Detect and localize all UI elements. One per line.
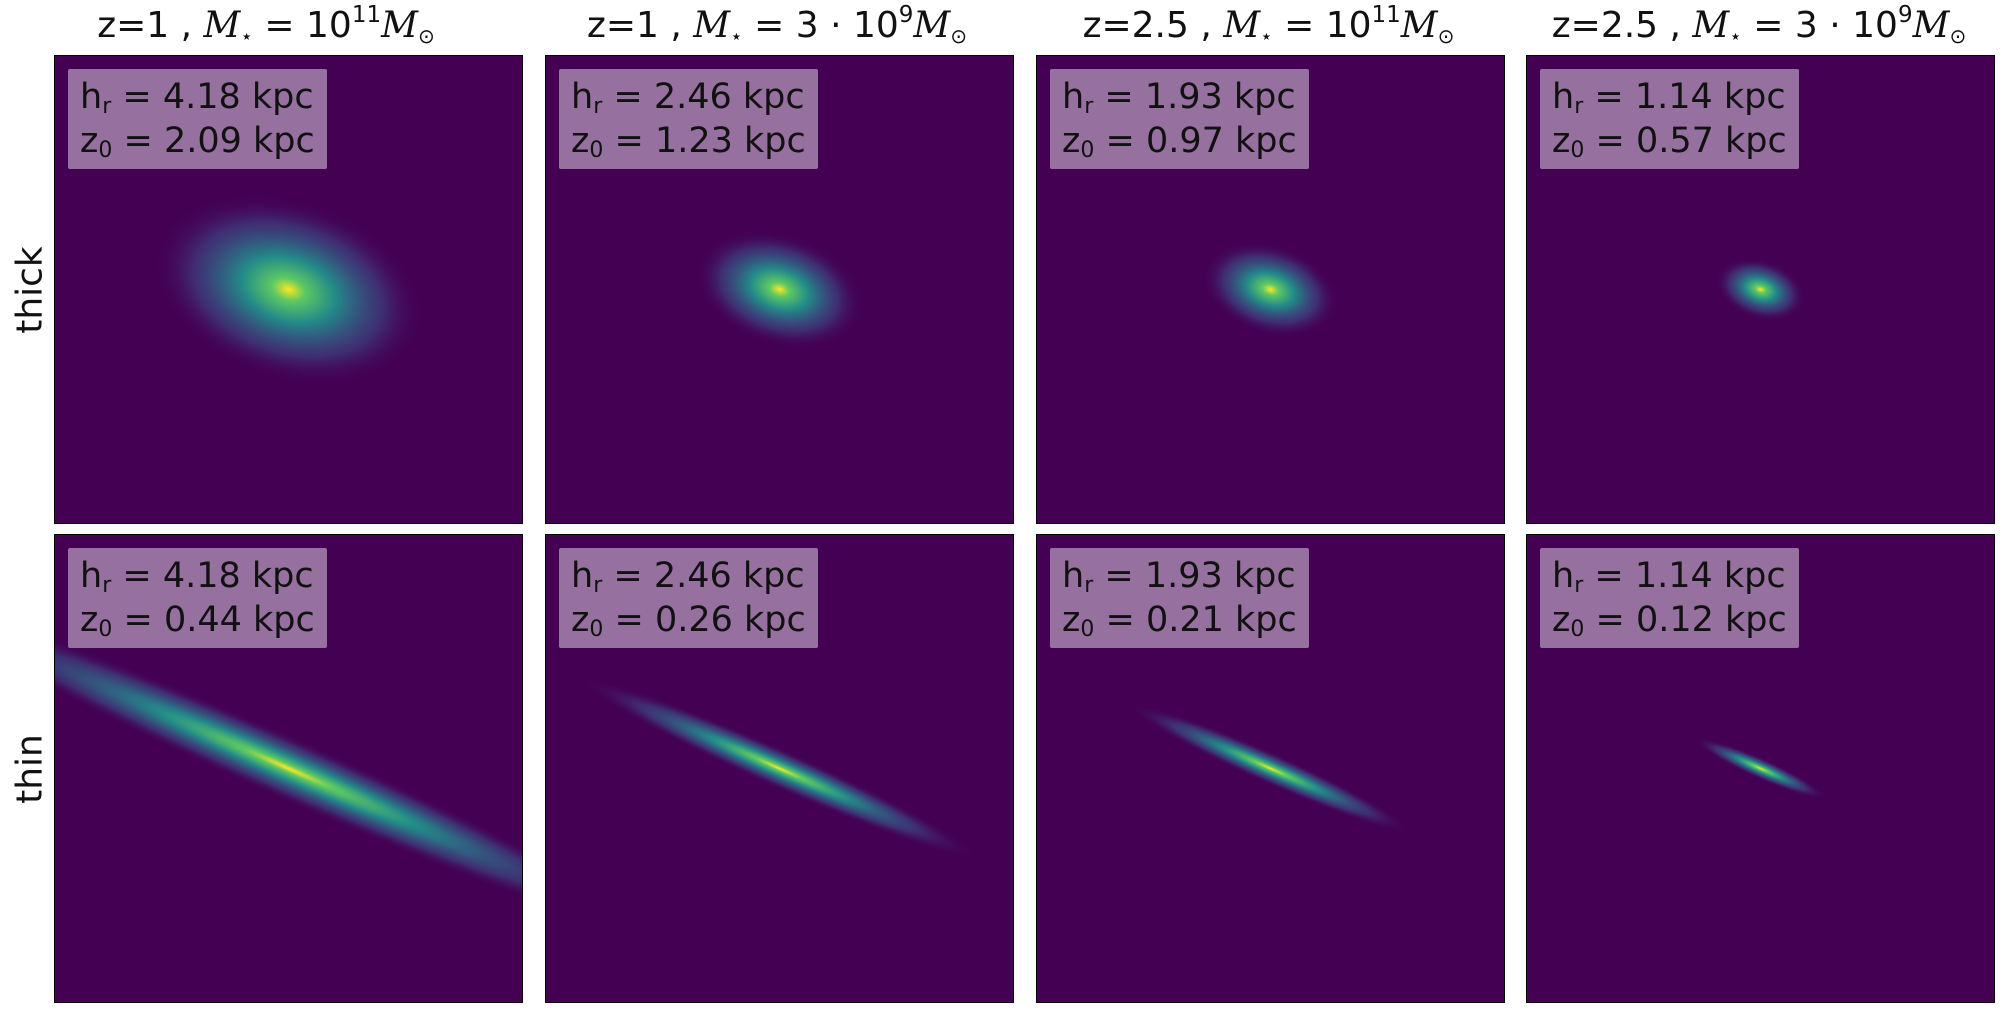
galaxy-image-panel: hr = 1.14 kpc z0 = 0.12 kpc xyxy=(1526,534,1995,1003)
row-label-thin: thin xyxy=(9,733,51,804)
galaxy-image-panel: hr = 1.14 kpc z0 = 0.57 kpc xyxy=(1526,55,1995,524)
galaxy-image xyxy=(695,230,864,349)
galaxy-image-panel: hr = 2.46 kpc z0 = 0.26 kpc xyxy=(545,534,1014,1003)
parameter-box: hr = 1.14 kpc z0 = 0.12 kpc xyxy=(1540,548,1799,648)
galaxy-image xyxy=(1695,738,1826,799)
scale-height-line: z0 = 0.21 kpc xyxy=(1062,600,1297,642)
scale-length-line: hr = 4.18 kpc xyxy=(80,556,314,598)
scale-height-value: 0.57 kpc xyxy=(1635,121,1787,161)
scale-height-value: 0.21 kpc xyxy=(1145,600,1297,640)
galaxy-image xyxy=(581,678,978,859)
row-label-thick: thick xyxy=(9,245,51,334)
galaxy-blob xyxy=(1203,241,1338,338)
scale-height-value: 0.26 kpc xyxy=(654,600,806,640)
parameter-box: hr = 1.93 kpc z0 = 0.21 kpc xyxy=(1050,548,1309,648)
scale-height-value: 0.12 kpc xyxy=(1635,600,1787,640)
galaxy-image-panel: hr = 4.18 kpc z0 = 2.09 kpc xyxy=(54,55,523,524)
parameter-box: hr = 2.46 kpc z0 = 1.23 kpc xyxy=(559,69,818,169)
galaxy-blob xyxy=(153,194,424,385)
galaxy-blob xyxy=(1129,704,1412,833)
scale-height-line: z0 = 2.09 kpc xyxy=(80,121,315,163)
scale-length-line: hr = 1.14 kpc xyxy=(1552,556,1786,598)
galaxy-blob xyxy=(695,230,864,349)
scale-length-value: 4.18 kpc xyxy=(162,77,314,117)
galaxy-blob xyxy=(581,678,978,859)
galaxy-blob xyxy=(1695,738,1826,799)
scale-length-line: hr = 1.93 kpc xyxy=(1062,77,1296,119)
column-title: z=1 , M⋆ = 1011M⊙ xyxy=(97,2,435,48)
galaxy-image-panel: hr = 2.46 kpc z0 = 1.23 kpc xyxy=(545,55,1014,524)
galaxy-blob xyxy=(1715,258,1806,321)
scale-length-value: 1.14 kpc xyxy=(1634,77,1786,117)
scale-height-line: z0 = 0.26 kpc xyxy=(571,600,806,642)
galaxy-image-panel: hr = 1.93 kpc z0 = 0.21 kpc xyxy=(1036,534,1505,1003)
scale-height-value: 0.97 kpc xyxy=(1145,121,1297,161)
scale-length-value: 1.93 kpc xyxy=(1144,77,1296,117)
scale-length-line: hr = 2.46 kpc xyxy=(571,556,805,598)
galaxy-image xyxy=(55,601,522,936)
parameter-box: hr = 1.14 kpc z0 = 0.57 kpc xyxy=(1540,69,1799,169)
scale-height-value: 0.44 kpc xyxy=(163,600,315,640)
column-title: z=1 , M⋆ = 3 · 109M⊙ xyxy=(586,2,968,48)
galaxy-image xyxy=(1715,258,1806,321)
scale-height-line: z0 = 0.44 kpc xyxy=(80,600,315,642)
column-title: z=2.5 , M⋆ = 1011M⊙ xyxy=(1082,2,1455,48)
scale-height-value: 1.23 kpc xyxy=(654,121,806,161)
scale-length-line: hr = 1.14 kpc xyxy=(1552,77,1786,119)
column-title: z=2.5 , M⋆ = 3 · 109M⊙ xyxy=(1551,2,1967,48)
scale-height-line: z0 = 0.12 kpc xyxy=(1552,600,1787,642)
scale-height-line: z0 = 0.57 kpc xyxy=(1552,121,1787,163)
galaxy-image xyxy=(1129,704,1412,833)
scale-length-value: 2.46 kpc xyxy=(653,556,805,596)
galaxy-image xyxy=(153,194,424,385)
parameter-box: hr = 1.93 kpc z0 = 0.97 kpc xyxy=(1050,69,1309,169)
galaxy-image-panel: hr = 1.93 kpc z0 = 0.97 kpc xyxy=(1036,55,1505,524)
parameter-box: hr = 4.18 kpc z0 = 2.09 kpc xyxy=(68,69,327,169)
scale-length-line: hr = 4.18 kpc xyxy=(80,77,314,119)
scale-length-value: 4.18 kpc xyxy=(162,556,314,596)
galaxy-image-panel: hr = 4.18 kpc z0 = 0.44 kpc xyxy=(54,534,523,1003)
scale-length-value: 1.93 kpc xyxy=(1144,556,1296,596)
scale-height-line: z0 = 1.23 kpc xyxy=(571,121,806,163)
scale-length-line: hr = 1.93 kpc xyxy=(1062,556,1296,598)
parameter-box: hr = 2.46 kpc z0 = 0.26 kpc xyxy=(559,548,818,648)
scale-height-line: z0 = 0.97 kpc xyxy=(1062,121,1297,163)
scale-length-value: 2.46 kpc xyxy=(653,77,805,117)
scale-height-value: 2.09 kpc xyxy=(163,121,315,161)
galaxy-blob xyxy=(55,601,522,936)
scale-length-line: hr = 2.46 kpc xyxy=(571,77,805,119)
galaxy-image xyxy=(1203,241,1338,338)
scale-length-value: 1.14 kpc xyxy=(1634,556,1786,596)
parameter-box: hr = 4.18 kpc z0 = 0.44 kpc xyxy=(68,548,327,648)
